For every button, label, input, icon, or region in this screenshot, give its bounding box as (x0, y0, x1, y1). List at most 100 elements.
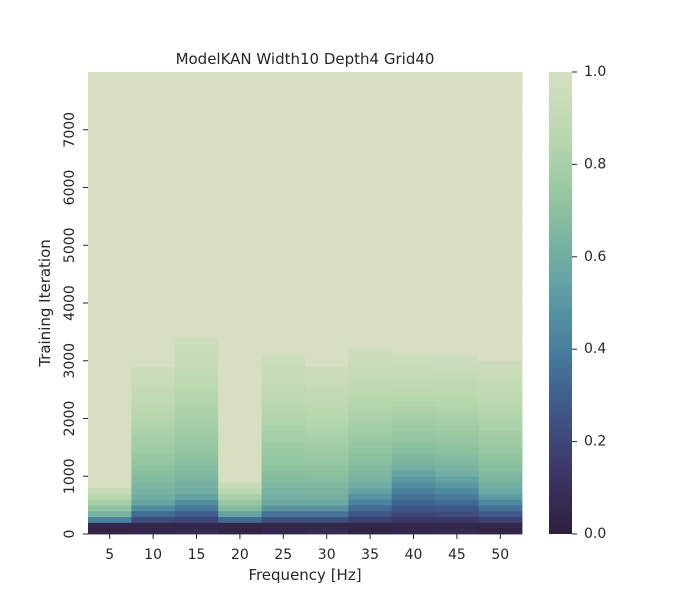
heatmap-cell (174, 424, 219, 431)
heatmap-cell (261, 470, 306, 477)
heatmap-cell (261, 199, 306, 206)
heatmap-cell (218, 112, 262, 119)
heatmap-cell (261, 170, 306, 177)
heatmap-cell (478, 227, 523, 235)
heatmap-cell (261, 412, 306, 419)
heatmap-cell (391, 522, 436, 529)
heatmap-cell (348, 430, 393, 437)
heatmap-cell (174, 187, 219, 194)
heatmap-cell (88, 262, 132, 269)
heatmap-cell (305, 510, 349, 518)
heatmap-cell (174, 349, 219, 356)
heatmap-cell (88, 378, 132, 385)
heatmap-cell (88, 123, 132, 131)
heatmap-cell (391, 314, 436, 321)
heatmap-cell (391, 123, 436, 131)
colorbar (549, 72, 572, 534)
heatmap-cell (391, 470, 436, 477)
heatmap-cell (88, 430, 132, 437)
x-tick-label: 40 (405, 547, 423, 563)
heatmap-cell (348, 77, 393, 84)
heatmap-cell (478, 482, 523, 489)
heatmap-cell (305, 464, 349, 471)
colorbar-tick-label: 0.2 (584, 434, 606, 450)
heatmap-cell (261, 331, 306, 339)
heatmap-cell (435, 175, 479, 183)
heatmap-cell (478, 123, 523, 131)
heatmap-cell (88, 239, 132, 246)
heatmap-cell (131, 147, 176, 154)
heatmap-cell (131, 83, 176, 90)
heatmap-cell (88, 89, 132, 96)
heatmap-cell (478, 158, 523, 165)
heatmap-cell (261, 118, 306, 125)
colorbar-tick-label: 0.4 (584, 341, 606, 357)
heatmap-cell (218, 493, 262, 500)
heatmap-cell (261, 395, 306, 402)
heatmap-cell (348, 147, 393, 154)
heatmap-cell (478, 510, 523, 518)
heatmap-cell (88, 187, 132, 194)
heatmap-cell (348, 360, 393, 367)
heatmap-cell (131, 245, 176, 252)
heatmap-cell (218, 482, 262, 489)
heatmap-cell (261, 158, 306, 165)
heatmap-cell (391, 418, 436, 425)
heatmap-cell (218, 251, 262, 258)
heatmap-cell (88, 343, 132, 350)
heatmap-cell (348, 458, 393, 466)
heatmap-cell (435, 482, 479, 489)
heatmap-cell (218, 210, 262, 217)
heatmap-cell (435, 251, 479, 258)
heatmap-cell (305, 447, 349, 454)
heatmap-cell (435, 343, 479, 350)
heatmap-cell (218, 297, 262, 304)
heatmap-cell (305, 297, 349, 304)
heatmap-cell (435, 274, 479, 281)
heatmap-cell (88, 152, 132, 160)
heatmap-cell (131, 274, 176, 281)
heatmap-cell (478, 233, 523, 240)
heatmap-cell (88, 308, 132, 315)
heatmap-cell (478, 170, 523, 177)
heatmap-cell (305, 406, 349, 414)
heatmap-cell (305, 516, 349, 523)
heatmap-cell (218, 89, 262, 96)
heatmap-cell (435, 141, 479, 148)
heatmap-cell (218, 406, 262, 414)
heatmap-cell (218, 326, 262, 333)
heatmap-cell (261, 204, 306, 211)
colorbar-tick-label: 0.6 (584, 249, 606, 265)
heatmap-cell (131, 222, 176, 229)
heatmap-cell (174, 441, 219, 448)
heatmap-cell (391, 487, 436, 494)
heatmap-cell (174, 95, 219, 102)
heatmap-cell (131, 262, 176, 269)
heatmap-cell (174, 256, 219, 263)
colorbar-tick-label: 1.0 (584, 64, 606, 80)
heatmap-cell (348, 337, 393, 344)
heatmap-cell (218, 141, 262, 148)
heatmap-cell (174, 476, 219, 483)
heatmap-cell (174, 239, 219, 246)
heatmap-cell (348, 262, 393, 269)
y-tick-label: 4000 (62, 285, 78, 321)
heatmap-cell (348, 187, 393, 194)
heatmap-cell (348, 447, 393, 454)
heatmap-cell (391, 285, 436, 292)
heatmap-cell (348, 331, 393, 339)
heatmap-cell (478, 320, 523, 327)
heatmap-cell (435, 72, 479, 79)
heatmap-cell (174, 412, 219, 419)
heatmap-cell (391, 89, 436, 96)
heatmap-cell (131, 268, 176, 275)
heatmap-cell (88, 522, 132, 529)
heatmap-cell (174, 268, 219, 275)
heatmap-cell (305, 476, 349, 483)
heatmap-cell (131, 349, 176, 356)
heatmap-cell (478, 354, 523, 362)
heatmap-cell (174, 389, 219, 396)
heatmap-cell (218, 337, 262, 344)
heatmap-cell (174, 366, 219, 373)
